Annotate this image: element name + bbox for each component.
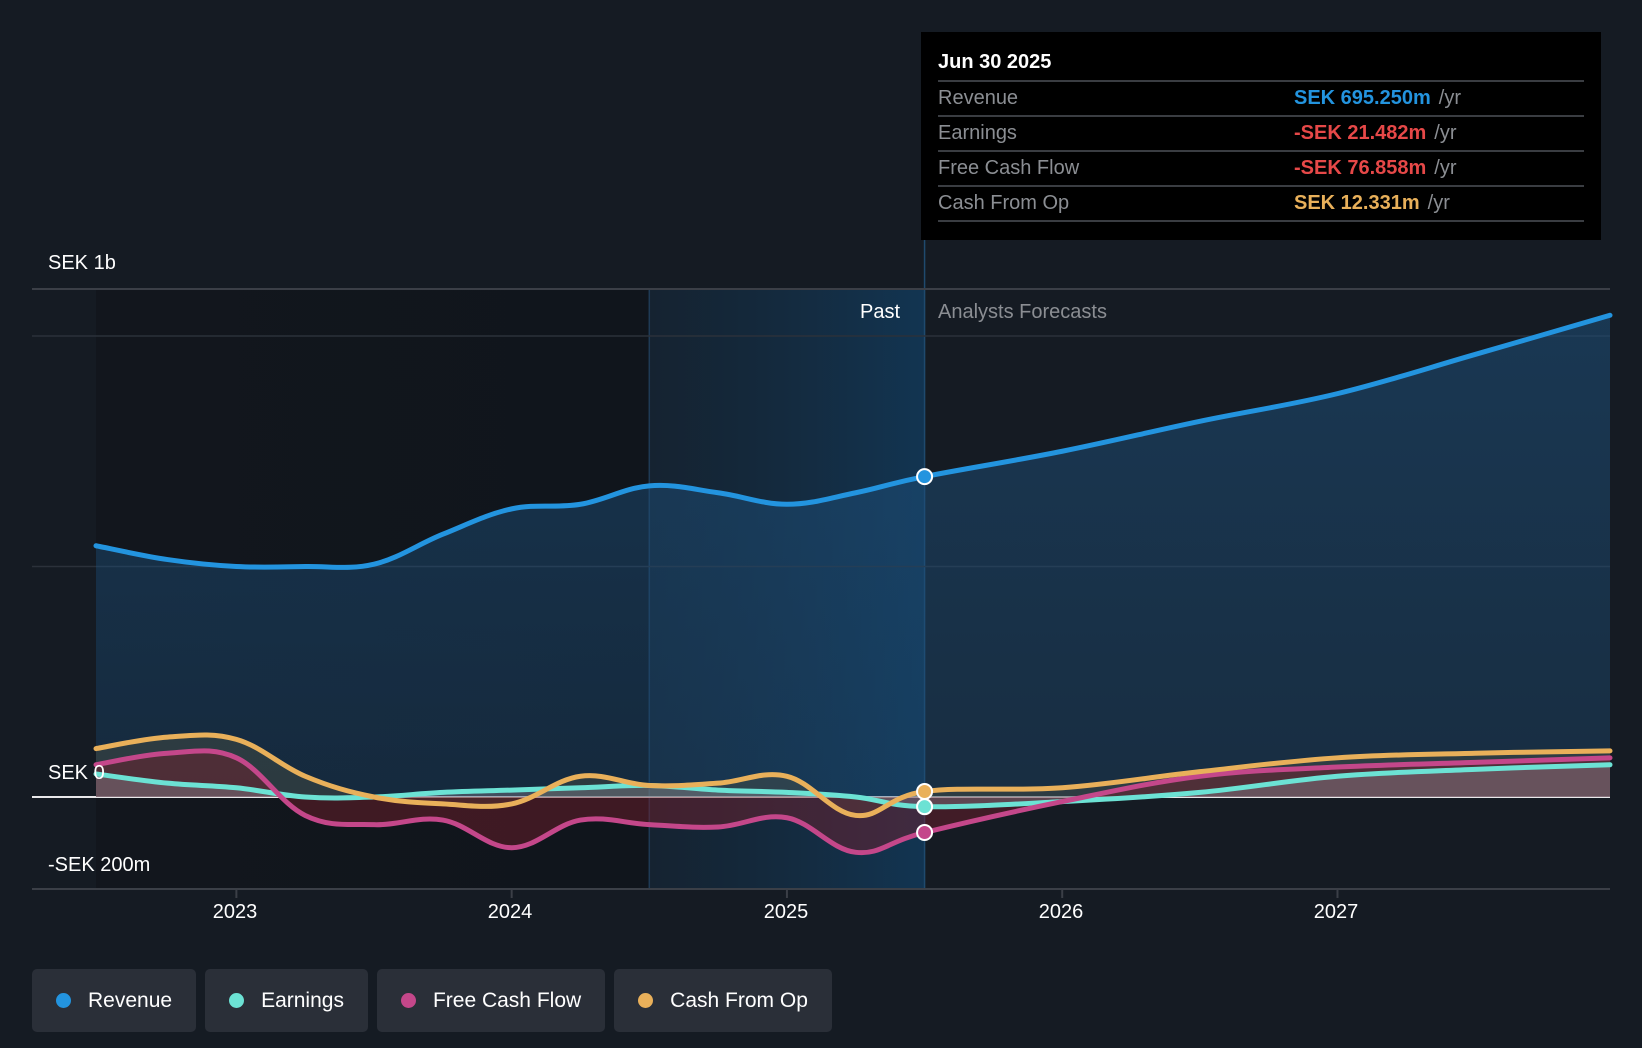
- revenue-line: [93, 312, 1613, 570]
- revenue-highlight-point: [916, 468, 934, 486]
- legend-item-earnings[interactable]: Earnings: [205, 969, 368, 1032]
- legend-item-free-cash-flow[interactable]: Free Cash Flow: [376, 969, 606, 1032]
- earnings-highlight-point: [916, 798, 934, 816]
- legend-item-revenue[interactable]: Revenue: [32, 969, 197, 1032]
- cash-from-op-highlight-point: [916, 782, 934, 800]
- legend-label: Cash From Op: [670, 988, 808, 1012]
- tooltip-value: SEK 12.331m: [1294, 192, 1420, 214]
- forecast-label: Analysts Forecasts: [938, 301, 1107, 323]
- earnings-dot-icon: [229, 993, 245, 1008]
- tooltip-value: SEK 695.250m: [1294, 87, 1431, 109]
- x-tick-label: 2027: [1313, 901, 1359, 923]
- cash-from-op-line: [93, 732, 1613, 819]
- past-label: Past: [860, 301, 901, 323]
- tooltip-date: Jun 30 2025: [938, 46, 1584, 82]
- x-tick-label: 2023: [212, 901, 258, 923]
- free-cash-flow-highlight-point: [916, 823, 934, 841]
- tooltip: Jun 30 2025 Revenue SEK 695.250m /yr Ear…: [921, 32, 1601, 240]
- legend-label: Revenue: [88, 988, 173, 1012]
- tooltip-unit: /yr: [1427, 192, 1450, 214]
- tooltip-value: -SEK 21.482m: [1294, 122, 1427, 144]
- revenue-area: [96, 315, 1610, 797]
- legend-label: Free Cash Flow: [432, 988, 582, 1012]
- y-tick-label: -SEK 200m: [48, 854, 151, 876]
- x-tick-label: 2026: [1038, 901, 1084, 923]
- x-tick-label: 2025: [763, 901, 809, 923]
- tooltip-row-free-cash-flow: Free Cash Flow -SEK 76.858m /yr: [938, 152, 1584, 187]
- tooltip-unit: /yr: [1434, 157, 1457, 179]
- free-cash-flow-dot-icon: [400, 993, 416, 1008]
- y-tick-label: SEK 1b: [48, 252, 116, 274]
- tooltip-label: Revenue: [938, 87, 1019, 109]
- tooltip-label: Cash From Op: [938, 192, 1070, 214]
- y-tick-label: SEK 0: [48, 762, 105, 784]
- x-tick-label: 2024: [487, 901, 533, 923]
- tooltip-row-earnings: Earnings -SEK 21.482m /yr: [938, 117, 1584, 152]
- legend: Revenue Earnings Free Cash Flow Cash Fro…: [32, 969, 832, 1032]
- tooltip-unit: /yr: [1438, 87, 1461, 109]
- tooltip-label: Earnings: [938, 122, 1017, 144]
- tooltip-row-cash-from-op: Cash From Op SEK 12.331m /yr: [938, 187, 1584, 222]
- free-cash-flow-line: [93, 748, 1613, 856]
- tooltip-row-revenue: Revenue SEK 695.250m /yr: [938, 82, 1584, 117]
- earnings-line: [93, 762, 1613, 810]
- legend-item-cash-from-op[interactable]: Cash From Op: [614, 969, 832, 1032]
- free-cash-flow-area: [96, 750, 1610, 853]
- tooltip-unit: /yr: [1434, 122, 1457, 144]
- cash-from-op-area: [96, 734, 1610, 816]
- earnings-area: [96, 764, 1610, 807]
- legend-label: Earnings: [261, 988, 344, 1012]
- revenue-dot-icon: [56, 993, 71, 1008]
- cash-from-op-dot-icon: [638, 993, 654, 1008]
- tooltip-value: -SEK 76.858m: [1294, 157, 1427, 179]
- tooltip-label: Free Cash Flow: [938, 157, 1080, 179]
